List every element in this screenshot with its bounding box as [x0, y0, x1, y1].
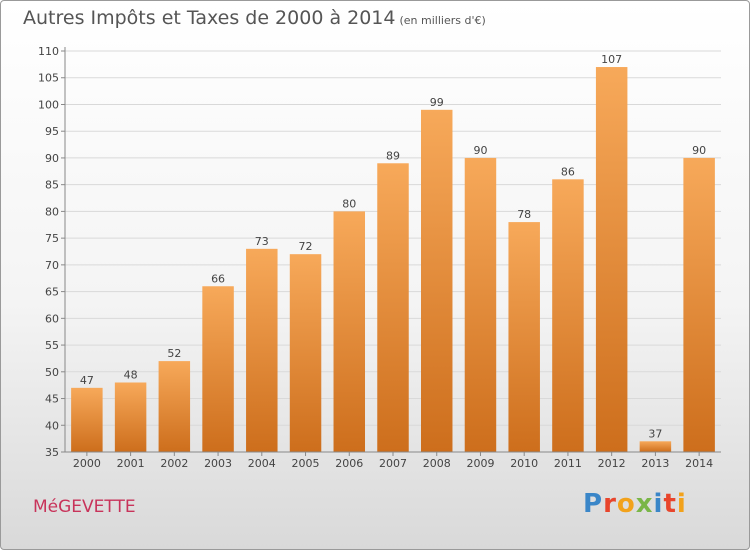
x-tick-label-2004: 2004	[248, 457, 276, 470]
y-tick-label: 40	[45, 419, 59, 432]
y-tick-label: 105	[38, 72, 59, 85]
proxiti-logo: Proxiti	[583, 489, 687, 519]
y-tick-label: 110	[38, 45, 59, 58]
x-tick-label-2012: 2012	[598, 457, 626, 470]
bar-2006	[333, 211, 366, 452]
y-tick-label: 60	[45, 312, 59, 325]
bar-2012	[595, 67, 628, 452]
bar-2002	[158, 361, 191, 452]
y-tick-label: 50	[45, 366, 59, 379]
bar-2000	[71, 387, 103, 452]
data-label-2009: 90	[473, 144, 487, 157]
x-tick-label-2000: 2000	[73, 457, 101, 470]
logo-letter: o	[616, 489, 636, 519]
x-tick-label-2009: 2009	[466, 457, 494, 470]
x-tick-label-2007: 2007	[379, 457, 407, 470]
logo-letter: t	[663, 489, 677, 519]
data-label-2014: 90	[692, 144, 706, 157]
data-label-2003: 66	[211, 272, 225, 285]
x-tick-label-2011: 2011	[554, 457, 582, 470]
x-tick-label-2006: 2006	[335, 457, 363, 470]
bar-2007	[377, 163, 409, 452]
data-label-2006: 80	[342, 197, 356, 210]
y-tick-label: 35	[45, 446, 59, 459]
logo-letter: P	[583, 489, 604, 519]
bar-2005	[289, 254, 322, 452]
data-label-2007: 89	[386, 149, 400, 162]
labels: 35 40 45 50 55 60 65 70 75 80 85 90 95 100 105 110 47 200…	[38, 45, 713, 470]
data-label-2013: 37	[648, 427, 662, 440]
data-label-2004: 73	[255, 235, 269, 248]
y-tick-label: 75	[45, 232, 59, 245]
y-tick-label: 100	[38, 98, 59, 111]
bar-2004	[246, 248, 278, 452]
logo-letter: i	[653, 489, 664, 519]
x-tick-label-2014: 2014	[685, 457, 713, 470]
x-tick-label-2010: 2010	[510, 457, 538, 470]
y-tick-label: 80	[45, 205, 59, 218]
data-label-2008: 99	[430, 96, 444, 109]
x-tick-label-2003: 2003	[204, 457, 232, 470]
bar-2003	[202, 286, 234, 452]
y-tick-label: 85	[45, 179, 59, 192]
data-label-2000: 47	[80, 374, 94, 387]
bar-2014	[683, 157, 715, 452]
bar-2009	[464, 157, 497, 452]
data-label-2011: 86	[561, 165, 575, 178]
y-tick-label: 55	[45, 339, 59, 352]
y-tick-label: 45	[45, 393, 59, 406]
data-label-2001: 48	[124, 368, 138, 381]
chart-title-text: Autres Impôts et Taxes de 2000 à 2014	[23, 7, 396, 29]
chart-subtitle: (en milliers d'€)	[399, 14, 486, 27]
y-tick-label: 90	[45, 152, 59, 165]
chart-title: Autres Impôts et Taxes de 2000 à 2014 (en…	[23, 7, 486, 29]
y-tick-label: 95	[45, 125, 59, 138]
y-tick-label: 70	[45, 259, 59, 272]
logo-letter: i	[676, 489, 687, 519]
bar-2001	[114, 382, 147, 452]
axes	[61, 47, 721, 456]
bar-2010	[508, 222, 540, 452]
bar-2011	[552, 179, 584, 452]
logo-letter: r	[603, 489, 617, 519]
x-tick-label-2001: 2001	[117, 457, 145, 470]
y-tick-label: 65	[45, 286, 59, 299]
x-tick-label-2013: 2013	[641, 457, 669, 470]
data-label-2012: 107	[601, 53, 622, 66]
data-label-2010: 78	[517, 208, 531, 221]
x-tick-label-2008: 2008	[423, 457, 451, 470]
data-label-2005: 72	[299, 240, 313, 253]
logo-letter: x	[635, 489, 654, 519]
x-tick-label-2002: 2002	[160, 457, 188, 470]
bars	[71, 67, 715, 453]
bar-2013	[639, 441, 672, 452]
commune-name: MéGEVETTE	[33, 497, 136, 517]
data-label-2002: 52	[167, 347, 181, 360]
x-tick-label-2005: 2005	[292, 457, 320, 470]
bar-2008	[420, 109, 453, 453]
